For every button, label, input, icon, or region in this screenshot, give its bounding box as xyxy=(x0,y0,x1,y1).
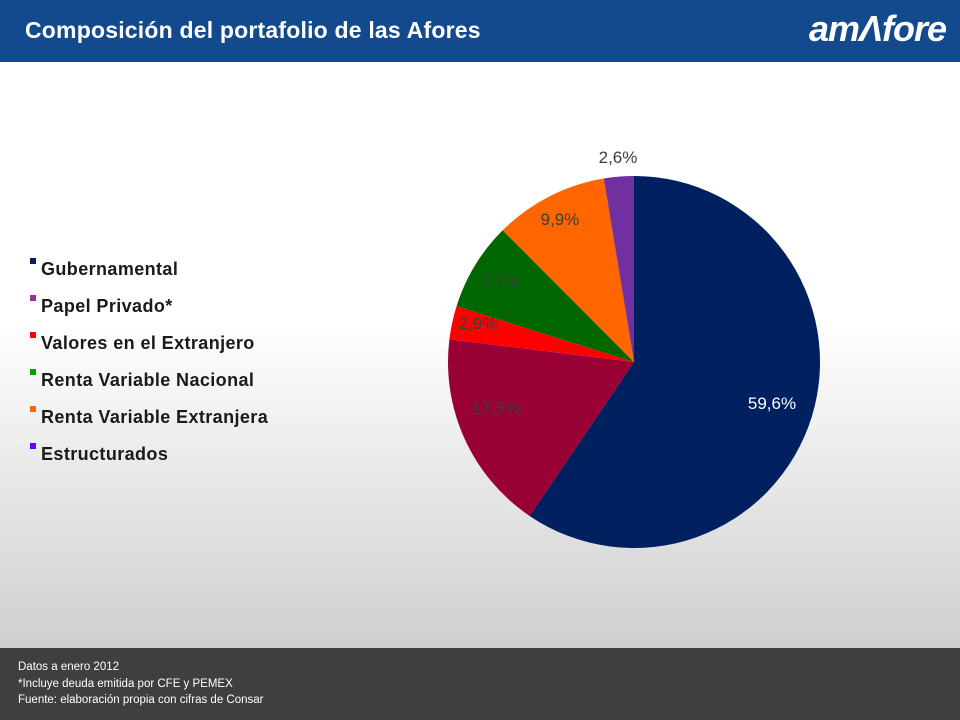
legend-label: Papel Privado* xyxy=(41,296,173,316)
footer: Datos a enero 2012 *Incluye deuda emitid… xyxy=(0,648,960,720)
legend-swatch xyxy=(30,443,36,449)
pie-data-label-1: 59,6% xyxy=(748,394,796,413)
legend-label: Gubernamental xyxy=(41,259,179,279)
footer-date-note: Datos a enero 2012 xyxy=(18,661,120,673)
legend-item-estructurados: Estructurados xyxy=(30,441,268,478)
legend-item-gubernamental: Gubernamental xyxy=(30,256,268,293)
pie-slice-2 xyxy=(448,339,634,516)
legend: Gubernamental Papel Privado* Valores en … xyxy=(30,256,268,478)
legend-item-papel-privado: Papel Privado* xyxy=(30,293,268,330)
pie-data-label-2: 17,5% xyxy=(472,399,520,418)
legend-swatch xyxy=(30,369,36,375)
legend-swatch xyxy=(30,332,36,338)
pie-data-label-5: 9,9% xyxy=(541,210,580,229)
pie-slice-6 xyxy=(603,176,634,362)
legend-swatch xyxy=(30,258,36,264)
pie-slice-4 xyxy=(456,230,634,362)
footer-source: Fuente: elaboración propia con cifras de… xyxy=(18,694,264,706)
legend-swatch xyxy=(30,406,36,412)
legend-item-renta-variable-extranjera: Renta Variable Extranjera xyxy=(30,404,268,441)
legend-label: Renta Variable Nacional xyxy=(41,370,255,390)
legend-item-valores-extranjero: Valores en el Extranjero xyxy=(30,330,268,367)
legend-item-renta-variable-nacional: Renta Variable Nacional xyxy=(30,367,268,404)
page-title: Composición del portafolio de las Afores xyxy=(25,17,481,43)
pie-data-label-3: 2,9% xyxy=(459,314,498,333)
footer-footnote: *Incluye deuda emitida por CFE y PEMEX xyxy=(18,678,233,690)
legend-label: Renta Variable Extranjera xyxy=(41,407,269,427)
legend-swatch xyxy=(30,295,36,301)
pie-slice-1 xyxy=(529,176,821,548)
pie-slice-5 xyxy=(502,178,634,362)
pie-slice-3 xyxy=(449,306,634,362)
pie-data-label-4: 7,7% xyxy=(481,272,520,291)
header-bar: Composición del portafolio de las Afores… xyxy=(0,0,960,62)
pie-data-label-6: 2,6% xyxy=(599,148,638,167)
amafore-logo: amΛfore xyxy=(808,8,947,49)
legend-label: Valores en el Extranjero xyxy=(41,333,255,353)
legend-label: Estructurados xyxy=(41,444,169,464)
